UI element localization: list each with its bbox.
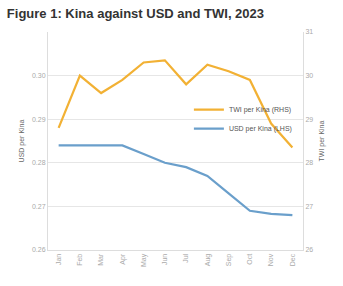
svg-text:26: 26: [305, 246, 313, 253]
svg-text:Feb: Feb: [76, 254, 83, 266]
svg-text:Mar: Mar: [97, 253, 104, 266]
svg-text:Apr: Apr: [119, 253, 127, 265]
svg-text:0.29: 0.29: [32, 116, 46, 123]
svg-text:0.27: 0.27: [32, 203, 46, 210]
svg-text:TWI per Kina (RHS): TWI per Kina (RHS): [229, 106, 291, 114]
svg-text:Sep: Sep: [225, 254, 233, 267]
svg-text:Jun: Jun: [161, 254, 168, 265]
svg-text:TWI per Kina: TWI per Kina: [318, 120, 326, 161]
svg-text:27: 27: [305, 203, 313, 210]
svg-text:USD per Kina: USD per Kina: [18, 119, 26, 162]
svg-text:Oct: Oct: [246, 254, 253, 265]
svg-text:28: 28: [305, 159, 313, 166]
svg-text:May: May: [140, 253, 148, 267]
svg-text:0.30: 0.30: [32, 72, 46, 79]
svg-text:0.26: 0.26: [32, 246, 46, 253]
svg-text:31: 31: [305, 28, 313, 35]
svg-text:Aug: Aug: [204, 254, 212, 267]
svg-text:Jul: Jul: [182, 253, 189, 262]
svg-text:Nov: Nov: [267, 253, 274, 266]
svg-text:29: 29: [305, 116, 313, 123]
svg-text:0.28: 0.28: [32, 159, 46, 166]
svg-text:Dec: Dec: [289, 253, 296, 266]
svg-text:30: 30: [305, 72, 313, 79]
svg-text:Figure 1: Kina against USD and: Figure 1: Kina against USD and TWI, 2023: [7, 6, 264, 21]
svg-text:USD per Kina (LHS): USD per Kina (LHS): [229, 125, 292, 133]
svg-text:Jan: Jan: [55, 254, 62, 265]
